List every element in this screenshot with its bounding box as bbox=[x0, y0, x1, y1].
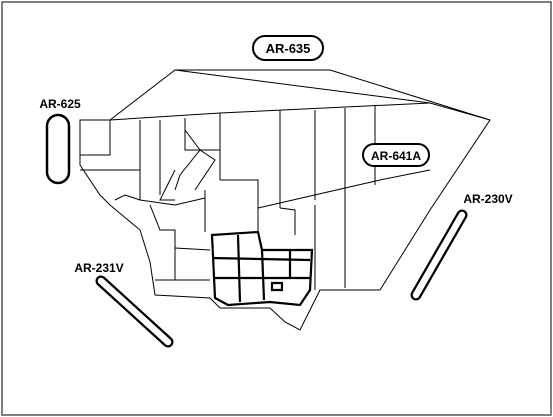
region-divider bbox=[184, 118, 220, 151]
region-divider bbox=[194, 149, 216, 191]
region-divider bbox=[174, 129, 201, 191]
route-ar-625: AR-625 bbox=[39, 97, 81, 185]
route-ar-635: AR-635 bbox=[252, 35, 324, 61]
region-divider bbox=[149, 204, 176, 280]
route-label-box bbox=[252, 35, 324, 61]
route-label-box bbox=[362, 143, 430, 167]
route-label-ar-231v: AR-231V bbox=[74, 261, 123, 275]
region-divider bbox=[174, 247, 211, 251]
core-grid bbox=[210, 230, 314, 307]
region-divider bbox=[114, 194, 206, 206]
route-ar-641a: AR-641A bbox=[362, 143, 430, 167]
route-ar-230v: AR-230V bbox=[410, 192, 513, 301]
region-divider bbox=[220, 179, 259, 232]
core-divider bbox=[236, 234, 242, 303]
region-divider bbox=[257, 169, 431, 209]
region-divider bbox=[80, 120, 111, 156]
route-track-ar-625 bbox=[45, 113, 71, 185]
route-label-ar-230v: AR-230V bbox=[463, 192, 512, 206]
region-divider bbox=[174, 69, 491, 121]
route-ar-231v: AR-231V bbox=[74, 261, 174, 348]
route-track-ar-231v bbox=[97, 277, 172, 346]
region-outline bbox=[79, 69, 491, 331]
route-label-ar-635: AR-635 bbox=[266, 41, 311, 56]
route-label-ar-625: AR-625 bbox=[39, 97, 81, 111]
core-outline bbox=[210, 230, 314, 307]
region-divider bbox=[159, 169, 176, 201]
region-divider bbox=[279, 207, 296, 235]
route-track-ar-230v bbox=[412, 211, 466, 299]
core-divider bbox=[260, 249, 266, 301]
route-label-ar-641a: AR-641A bbox=[371, 149, 421, 163]
core-divider bbox=[270, 281, 284, 292]
core-divider bbox=[211, 256, 311, 262]
